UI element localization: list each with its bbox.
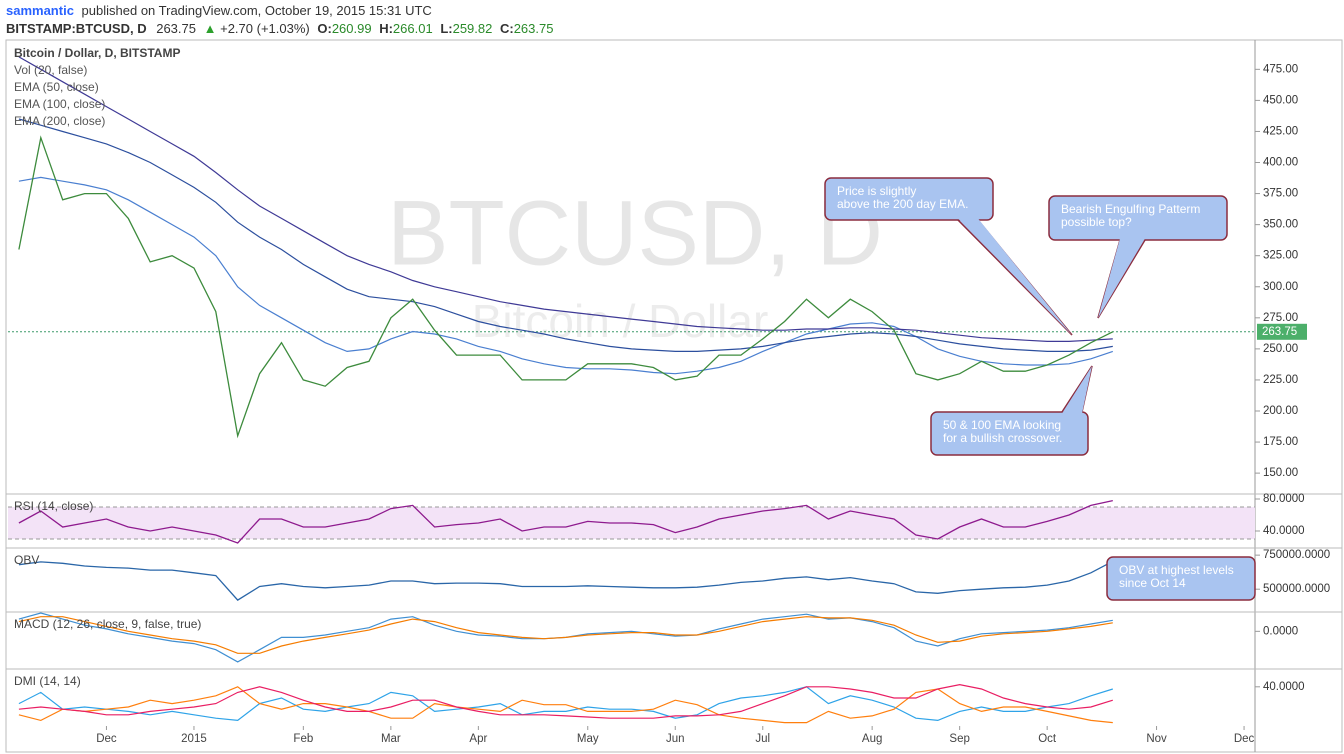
price-line	[18, 499, 1113, 544]
y-tick-label: 450.00	[1263, 94, 1298, 106]
x-tick-label: Aug	[862, 733, 882, 745]
y-tick-label: 475.00	[1263, 63, 1298, 75]
x-tick-label: Oct	[1038, 733, 1057, 745]
y-tick-label: 250.00	[1263, 343, 1298, 355]
series-line	[18, 616, 1113, 654]
legend-entry: Vol (20, false)	[14, 63, 87, 77]
change: +2.70 (+1.03%)	[220, 21, 310, 36]
high-label: H:	[379, 21, 393, 36]
callout-joint	[958, 218, 1072, 335]
x-tick-label: Jun	[666, 733, 685, 745]
y-tick-label: 40.0000	[1263, 681, 1305, 693]
panel-title: RSI (14, close)	[14, 499, 93, 513]
close-label: C:	[500, 21, 514, 36]
last-price-label: 263.75	[1262, 326, 1297, 338]
callout-text: above the 200 day EMA.	[837, 197, 968, 211]
y-tick-label: 175.00	[1263, 436, 1298, 448]
high: 266.01	[393, 21, 433, 36]
callout-text: since Oct 14	[1119, 576, 1186, 590]
price-line	[18, 135, 1114, 439]
x-tick-label: 2015	[181, 733, 207, 745]
callout-text: OBV at highest levels	[1119, 563, 1234, 577]
y-tick-label: 80.0000	[1263, 493, 1305, 505]
x-tick-label: May	[577, 733, 599, 745]
y-tick-label: 225.00	[1263, 374, 1298, 386]
close: 263.75	[514, 21, 554, 36]
legend-entry: EMA (200, close)	[14, 114, 105, 128]
price: 263.75	[156, 21, 196, 36]
y-tick-label: 275.00	[1263, 312, 1298, 324]
low-label: L:	[440, 21, 452, 36]
arrow: ▲	[204, 21, 217, 36]
y-tick-label: 350.00	[1263, 219, 1298, 231]
x-tick-label: Sep	[949, 733, 969, 745]
series-line	[18, 118, 1113, 352]
panel-title: DMI (14, 14)	[14, 674, 81, 688]
y-tick-label: 400.00	[1263, 157, 1298, 169]
series-line	[18, 686, 1113, 724]
x-tick-label: Apr	[469, 733, 487, 745]
callout-text: Bearish Engulfing Patterm	[1061, 202, 1200, 216]
y-tick-label: 40.0000	[1263, 525, 1305, 537]
callout-text: 50 & 100 EMA looking	[943, 418, 1061, 432]
published: published on TradingView.com, October 19…	[82, 3, 432, 18]
panel-title: OBV	[14, 553, 39, 567]
last-price-box	[1257, 323, 1307, 340]
callout-text: Price is slightly	[837, 184, 916, 198]
publish-line: sammantic published on TradingView.com, …	[6, 3, 432, 18]
legend-entry: EMA (100, close)	[14, 97, 105, 111]
x-tick-label: Nov	[1146, 733, 1167, 745]
legend-entry: EMA (50, close)	[14, 80, 99, 94]
y-tick-label: 300.00	[1263, 281, 1298, 293]
callout-text: possible top?	[1061, 215, 1132, 229]
y-tick-label: 375.00	[1263, 188, 1298, 200]
callout-box	[930, 411, 1089, 456]
watermark-symbol: BTCUSD, D	[387, 182, 883, 284]
frame	[5, 39, 1343, 753]
y-tick-label: 200.00	[1263, 405, 1298, 417]
watermark-name: Bitcoin / Dollar	[472, 295, 769, 347]
symbol: BITSTAMP:BTCUSD, D	[6, 21, 147, 36]
open-label: O:	[317, 21, 331, 36]
panel-title: Bitcoin / Dollar, D, BITSTAMP	[14, 46, 180, 60]
y-tick-label: 0.0000	[1263, 625, 1298, 637]
x-tick-label: Feb	[293, 733, 313, 745]
callout-joint	[1062, 366, 1092, 414]
series-line	[18, 683, 1113, 719]
low: 259.82	[453, 21, 493, 36]
x-tick-label: Dec	[1234, 733, 1255, 745]
panel-title: MACD (12, 26, close, 9, false, true)	[14, 617, 201, 631]
series-line	[18, 686, 1113, 722]
series-line	[18, 176, 1113, 375]
open: 260.99	[332, 21, 372, 36]
x-tick-label: Mar	[381, 733, 401, 745]
y-tick-label: 750000.0000	[1263, 549, 1330, 561]
y-tick-label: 325.00	[1263, 250, 1298, 262]
callout-joint	[1098, 238, 1145, 318]
quote-line: BITSTAMP:BTCUSD, D 263.75 ▲ +2.70 (+1.03…	[6, 21, 553, 36]
author: sammantic	[6, 3, 74, 18]
x-tick-label: Dec	[96, 733, 117, 745]
y-tick-label: 425.00	[1263, 125, 1298, 137]
y-tick-label: 150.00	[1263, 467, 1298, 479]
price-line	[18, 560, 1114, 601]
series-line	[18, 56, 1113, 342]
y-tick-label: 500000.0000	[1263, 583, 1330, 595]
callout-box	[824, 177, 994, 221]
callout-text: for a bullish crossover.	[943, 431, 1062, 445]
callout-box	[1106, 556, 1256, 601]
x-tick-label: Jul	[755, 733, 770, 745]
